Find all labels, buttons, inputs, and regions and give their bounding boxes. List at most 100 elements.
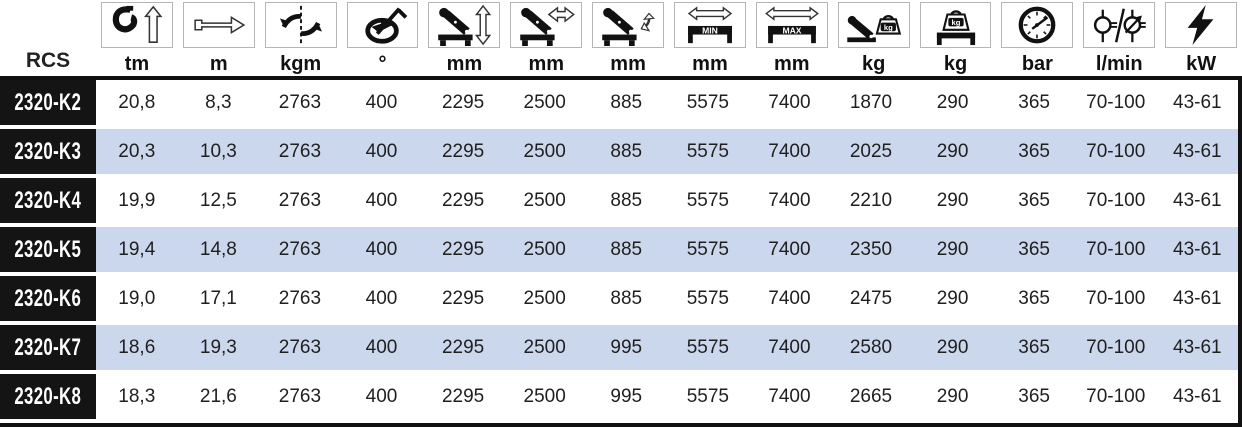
svg-text:kg: kg bbox=[951, 18, 960, 27]
cell: 2763 bbox=[278, 189, 322, 211]
cell: 70-100 bbox=[1086, 91, 1146, 113]
cell: 7400 bbox=[768, 385, 811, 407]
cell: 290 bbox=[936, 189, 969, 211]
cell: 365 bbox=[1018, 385, 1050, 407]
cell: 5575 bbox=[686, 287, 729, 309]
unit-label: kW bbox=[1186, 53, 1217, 75]
width-max-icon: MAX bbox=[755, 2, 828, 48]
cell: 20,3 bbox=[118, 140, 156, 162]
cell: 2763 bbox=[278, 336, 322, 358]
cell: 885 bbox=[610, 238, 643, 260]
row-header-label: RCS bbox=[25, 49, 71, 72]
unit-label: mm bbox=[692, 53, 728, 75]
cell: 365 bbox=[1018, 336, 1050, 358]
cell: 5575 bbox=[686, 140, 729, 162]
column-width-min: MIN mm bbox=[669, 0, 751, 76]
cell: 2295 bbox=[441, 336, 485, 358]
cell: 17,1 bbox=[199, 287, 237, 309]
row-label: 2320-K4 bbox=[0, 178, 96, 223]
cell: 70-100 bbox=[1086, 336, 1146, 358]
svg-text:MIN: MIN bbox=[702, 26, 718, 36]
cell: 7400 bbox=[768, 189, 811, 211]
column-power: kW bbox=[1160, 0, 1242, 76]
cell: 400 bbox=[365, 238, 398, 260]
cell: 290 bbox=[936, 287, 969, 309]
cell: 43-61 bbox=[1173, 140, 1222, 162]
cell: 12,5 bbox=[199, 189, 237, 211]
cell: 400 bbox=[365, 140, 398, 162]
column-slewing-angle: ° bbox=[342, 0, 424, 76]
unit-label: kgm bbox=[280, 53, 322, 75]
cell: 2295 bbox=[441, 91, 485, 113]
cell: 70-100 bbox=[1086, 238, 1146, 260]
row-label: 2320-K2 bbox=[0, 80, 96, 125]
cell: 2763 bbox=[278, 238, 322, 260]
crane-length-icon bbox=[510, 2, 583, 48]
cell: 43-61 bbox=[1173, 189, 1222, 211]
cell: 18,3 bbox=[118, 385, 156, 407]
column-outreach: m bbox=[178, 0, 260, 76]
cell: 885 bbox=[610, 91, 643, 113]
table-row: 2320-K6 19,0 17,1 2763 400 2295 2500 885 5575 74… bbox=[0, 276, 1238, 325]
column-counterweight: kg kg bbox=[915, 0, 997, 76]
row-label: 2320-K3 bbox=[0, 129, 96, 174]
cell: 7400 bbox=[768, 140, 811, 162]
cell: 2500 bbox=[523, 336, 566, 358]
cell: 885 bbox=[610, 140, 643, 162]
crane-folding-icon bbox=[592, 2, 665, 48]
cell: 400 bbox=[365, 287, 398, 309]
cell: 365 bbox=[1018, 238, 1050, 260]
cell: 2500 bbox=[523, 287, 566, 309]
unit-label: kg bbox=[943, 53, 968, 75]
crane-weight-icon: kg bbox=[837, 2, 910, 48]
cell: 365 bbox=[1018, 140, 1050, 162]
cell: 7400 bbox=[768, 336, 811, 358]
cell: 43-61 bbox=[1173, 287, 1222, 309]
unit-label: bar bbox=[1021, 53, 1053, 75]
cell: 14,8 bbox=[199, 238, 237, 260]
unit-label: mm bbox=[528, 53, 565, 75]
table-row: 2320-K3 20,3 10,3 2763 400 2295 2500 885 5575 74… bbox=[0, 129, 1238, 178]
cell: 365 bbox=[1018, 91, 1050, 113]
cell: 2295 bbox=[441, 189, 485, 211]
cell: 43-61 bbox=[1173, 385, 1222, 407]
cell: 400 bbox=[365, 336, 398, 358]
cell: 2295 bbox=[441, 385, 485, 407]
cell: 70-100 bbox=[1086, 189, 1146, 211]
table-row: 2320-K7 18,6 19,3 2763 400 2295 2500 995 5575 74… bbox=[0, 325, 1238, 374]
cell: 19,4 bbox=[118, 238, 156, 260]
cell: 400 bbox=[365, 189, 398, 211]
power-bolt-icon bbox=[1165, 2, 1238, 48]
cell: 2665 bbox=[849, 385, 893, 407]
cell: 5575 bbox=[686, 385, 729, 407]
cell: 2500 bbox=[523, 140, 566, 162]
table-header: RCS tm m bbox=[0, 0, 1242, 76]
unit-label: m bbox=[209, 53, 228, 75]
crane-height-icon bbox=[428, 2, 501, 48]
cell: 2475 bbox=[849, 287, 893, 309]
cell: 8,3 bbox=[205, 91, 232, 113]
cell: 2500 bbox=[523, 91, 566, 113]
cell: 2763 bbox=[278, 385, 322, 407]
column-folding-dimension: mm bbox=[587, 0, 669, 76]
row-label: 2320-K8 bbox=[0, 374, 96, 419]
cell: 2500 bbox=[523, 189, 566, 211]
cell: 19,3 bbox=[199, 336, 237, 358]
column-stowed-height: mm bbox=[423, 0, 505, 76]
cell: 290 bbox=[936, 140, 969, 162]
cell: 885 bbox=[610, 287, 643, 309]
unit-label: l/min bbox=[1095, 53, 1143, 75]
cell: 995 bbox=[610, 385, 643, 407]
column-width-max: MAX mm bbox=[751, 0, 833, 76]
cell: 2580 bbox=[849, 336, 893, 358]
cell: 70-100 bbox=[1086, 140, 1146, 162]
slewing-torque-icon bbox=[264, 2, 337, 48]
unit-label: ° bbox=[378, 53, 387, 75]
cell: 365 bbox=[1018, 287, 1050, 309]
cell: 2500 bbox=[523, 238, 566, 260]
svg-text:MAX: MAX bbox=[782, 26, 801, 36]
table-body: 2320-K2 20,8 8,3 2763 400 2295 2500 885 5575 740… bbox=[0, 76, 1242, 427]
row-label: 2320-K6 bbox=[0, 276, 96, 321]
cell: 290 bbox=[936, 385, 969, 407]
